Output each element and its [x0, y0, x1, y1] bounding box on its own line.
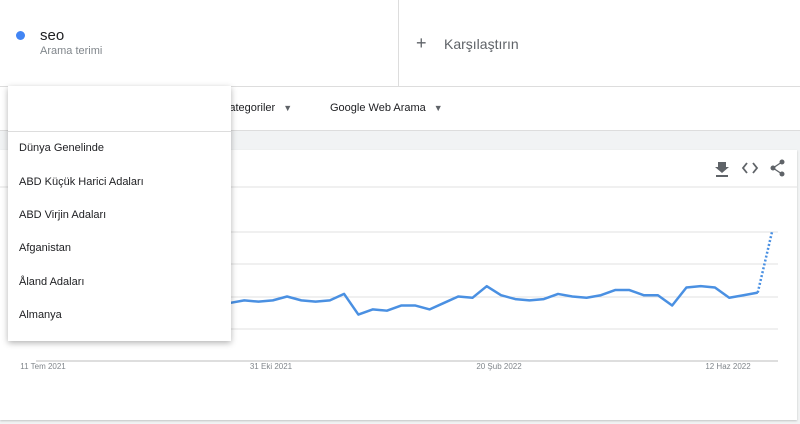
- x-tick-label: 20 Şub 2022: [476, 362, 522, 371]
- term-caption: Arama terimi: [40, 45, 103, 57]
- download-icon[interactable]: [715, 162, 729, 177]
- dropdown-item[interactable]: Afganistan: [19, 242, 71, 254]
- dropdown-item[interactable]: ABD Küçük Harici Adaları: [19, 176, 144, 188]
- dropdown-item[interactable]: Åland Adaları: [19, 276, 85, 288]
- compare[interactable]: Karşılaştırın: [444, 36, 519, 52]
- toolbar: [715, 159, 785, 177]
- filter[interactable]: Google Web Arama ▼: [330, 102, 443, 114]
- dropdown-item[interactable]: ABD Virjin Adaları: [19, 209, 107, 221]
- search-input[interactable]: [8, 86, 231, 132]
- trend-line: [229, 284, 758, 316]
- x-tick-label: 12 Haz 2022: [705, 362, 751, 371]
- x-tick-label: 11 Tem 2021: [20, 362, 66, 371]
- partial-segment: [756, 231, 774, 293]
- embed-icon[interactable]: [741, 162, 759, 174]
- filter-label: Kategoriler: [222, 102, 276, 114]
- dropdown-item[interactable]: Dünya Genelinde: [19, 142, 105, 154]
- plus-icon: +: [416, 33, 427, 53]
- share-icon[interactable]: [770, 159, 785, 177]
- dropdown-item[interactable]: Almanya: [19, 309, 62, 321]
- term-dot: [16, 31, 25, 40]
- divider: [398, 0, 399, 86]
- header: seo Arama terimi + Karşılaştırın: [0, 0, 800, 87]
- region-dropdown: Dünya Genelinde ABD Küçük Harici Adaları A…: [8, 86, 231, 341]
- filter-label: Google Web Arama: [330, 102, 426, 114]
- x-tick-label: 31 Eki 2021: [250, 362, 293, 371]
- term[interactable]: seo: [40, 27, 65, 44]
- filter[interactable]: Kategoriler ▼: [222, 102, 293, 114]
